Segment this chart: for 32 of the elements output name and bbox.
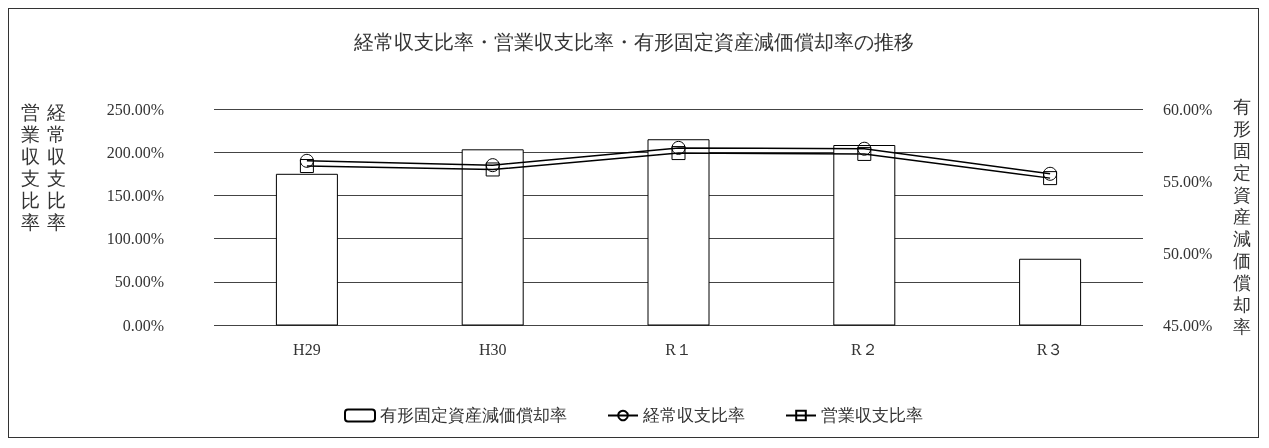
legend-label: 経常収支比率	[642, 406, 745, 425]
y2-tick-label: 60.00%	[1163, 100, 1213, 118]
y-axis-title: 経常収支比率	[46, 101, 66, 233]
y2-tick-label: 55.00%	[1163, 172, 1213, 190]
y2-tick-label: 50.00%	[1163, 244, 1213, 262]
y-tick-label: 0.00%	[122, 316, 164, 334]
point	[485, 158, 500, 173]
x-tick-label: R３	[1036, 340, 1064, 358]
point	[1043, 171, 1058, 186]
text: 営業収支比率	[21, 101, 40, 233]
y-tick-label: 150.00%	[106, 186, 164, 204]
chart-title: 経常収支比率・営業収支比率・有形固定資産減価償却率の推移	[352, 31, 914, 53]
legend-label: 営業収支比率	[821, 406, 923, 425]
x-tick-label: R２	[850, 340, 878, 358]
point	[857, 141, 872, 156]
x-tick-label: R１	[665, 340, 692, 358]
y-tick-label: 250.00%	[106, 100, 164, 118]
y2-tick-label: 45.00%	[1163, 316, 1213, 334]
point	[299, 159, 314, 174]
x-tick-label: H29	[293, 340, 321, 358]
text: 有形固定資産減価償却率	[1233, 97, 1251, 337]
y-tick-label: 50.00%	[114, 273, 164, 291]
point	[671, 140, 686, 155]
y-tick-label: 200.00%	[106, 143, 164, 161]
point	[1043, 166, 1058, 181]
point	[299, 153, 314, 168]
point	[857, 146, 872, 161]
y-tick-label: 100.00%	[106, 230, 164, 248]
point	[485, 162, 500, 177]
legend-label: 有形固定資産減価償却率	[380, 406, 567, 425]
point	[671, 146, 686, 161]
x-tick-label: H30	[478, 340, 507, 358]
